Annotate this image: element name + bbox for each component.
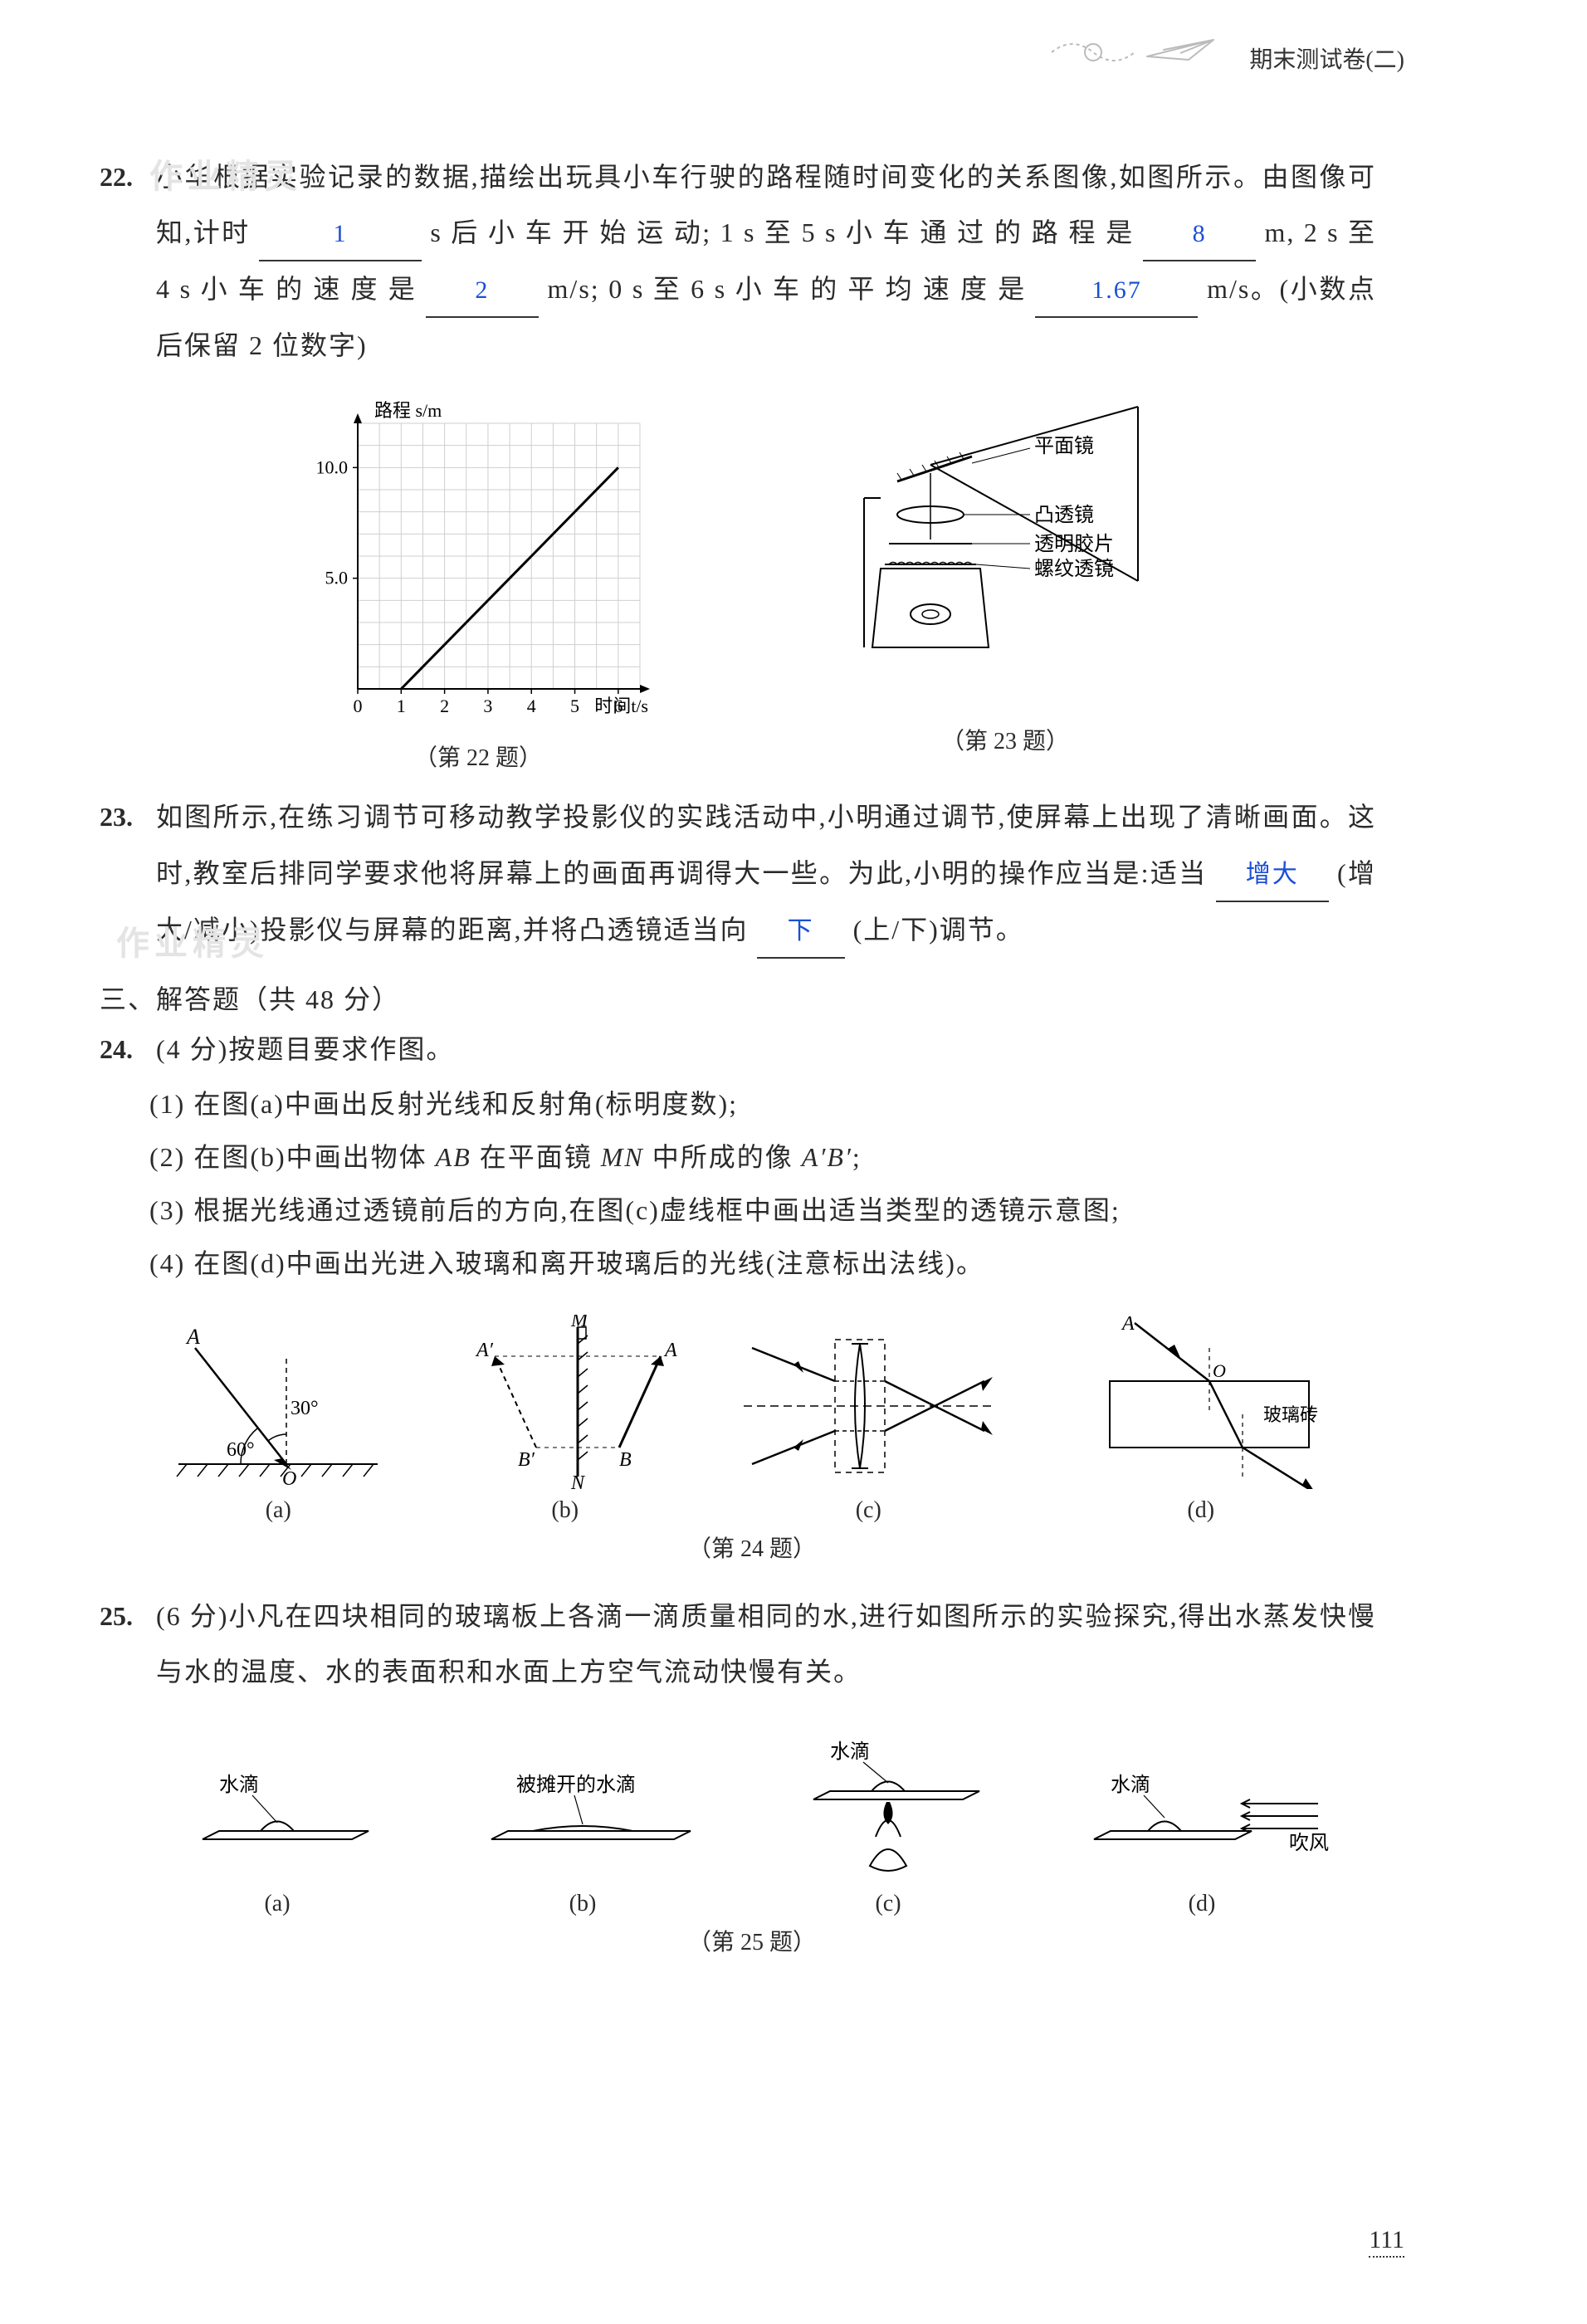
svg-text:4: 4 [527, 696, 536, 716]
q22-figure: 01234565.010.0路程 s/m时间t/s （第 22 题） [300, 398, 657, 773]
q25-number: 25. [100, 1589, 149, 1644]
q22-blank2: 8 [1143, 208, 1256, 261]
q25a-svg: 水滴 [169, 1766, 385, 1882]
q23-text-a: 如图所示,在练习调节可移动教学投影仪的实践活动中,小明通过调节,使屏幕上出现了清… [156, 802, 1376, 887]
label-film: 透明胶片 [1034, 533, 1114, 555]
label-mirror: 平面镜 [1034, 435, 1094, 457]
q22-caption: （第 22 题） [300, 740, 657, 773]
q24-caption: （第 24 题） [100, 1531, 1404, 1564]
q22-text-d: m/s; 0 s 至 6 s 小 车 的 平 均 速 度 是 [548, 274, 1027, 304]
q25b-svg: 被摊开的水滴 [458, 1766, 707, 1882]
q24a-A: A [185, 1325, 200, 1349]
q24d-glass: 玻璃砖 [1263, 1404, 1318, 1425]
question-25: 25. (6 分)小凡在四块相同的玻璃板上各滴一滴质量相同的水,进行如图所示的实… [100, 1589, 1404, 1700]
header-title: 期末测试卷(二) [1249, 42, 1404, 75]
q24a-O: O [282, 1468, 296, 1489]
q25a-label: 水滴 [219, 1774, 259, 1796]
section-3-title: 三、解答题（共 48 分） [100, 979, 1404, 1017]
q25-caption: （第 25 题） [100, 1924, 1404, 1957]
q24-sub-c: (c) [735, 1497, 1001, 1524]
q24b-Bp: B′ [518, 1449, 535, 1471]
q25-sub-b: (b) [458, 1891, 707, 1917]
q25-fig-d: 水滴 吹风 (d) [1069, 1766, 1335, 1917]
q24-fig-a: A 30° 60° O (a) [162, 1323, 394, 1524]
label-lens1: 凸透镜 [1034, 504, 1094, 526]
svg-text:路程 s/m: 路程 s/m [374, 400, 442, 421]
q22-number: 22. [100, 149, 149, 205]
q24a-60: 60° [227, 1439, 255, 1461]
q25-text: (6 分)小凡在四块相同的玻璃板上各滴一滴质量相同的水,进行如图所示的实验探究,… [156, 1589, 1376, 1700]
q24c-svg [735, 1323, 1001, 1489]
q25-fig-a: 水滴 (a) [169, 1766, 385, 1917]
q25b-label: 被摊开的水滴 [516, 1774, 636, 1796]
page: 期末测试卷(二) 作业精灵 作业精灵 22. 小华根据实验记录的数据,描绘出玩具… [0, 0, 1587, 2324]
q24-sub-a: (a) [162, 1497, 394, 1524]
q24b-svg: M N A B A′ B′ [453, 1315, 677, 1489]
q23-diagram-svg: 平面镜 凸透镜 透明胶片 螺纹透镜 [806, 398, 1204, 714]
q24a-svg: A 30° 60° O [162, 1323, 394, 1489]
figure-row-22-23: 01234565.010.0路程 s/m时间t/s （第 22 题） [100, 398, 1404, 773]
q24-sub-d: (d) [1060, 1497, 1342, 1524]
q24-fig-c: (c) [735, 1323, 1001, 1524]
svg-text:5: 5 [570, 696, 579, 716]
q25-figures: 水滴 (a) 被摊开的水滴 (b) 水滴 [133, 1733, 1371, 1917]
label-lens2: 螺纹透镜 [1034, 558, 1114, 580]
q24-sub-b: (b) [453, 1497, 677, 1524]
q24b-N: N [570, 1472, 586, 1489]
question-24: 24. (4 分)按题目要求作图。 [100, 1022, 1404, 1077]
q25c-label: 水滴 [830, 1741, 870, 1763]
q24-number: 24. [100, 1022, 149, 1077]
q25d-label2: 吹风 [1289, 1832, 1329, 1854]
q25-sub-a: (a) [169, 1891, 385, 1917]
q24d-O: O [1213, 1360, 1226, 1381]
q25d-svg: 水滴 吹风 [1069, 1766, 1335, 1882]
q22-text-b: s 后 小 车 开 始 运 动; 1 s 至 5 s 小 车 通 过 的 路 程… [430, 217, 1134, 247]
q24d-A: A [1121, 1315, 1135, 1335]
svg-text:5.0: 5.0 [325, 568, 349, 588]
q23-body: 如图所示,在练习调节可移动教学投影仪的实践活动中,小明通过调节,使屏幕上出现了清… [156, 789, 1376, 958]
q22-blank4: 1.67 [1035, 264, 1198, 318]
q24a-30: 30° [291, 1398, 319, 1419]
q24d-svg: 玻璃砖 A O [1060, 1315, 1342, 1489]
q23-number: 23. [100, 789, 149, 845]
q24b-A: A [663, 1340, 677, 1361]
svg-text:1: 1 [397, 696, 406, 716]
q23-text-c: (上/下)调节。 [853, 915, 1024, 945]
q25-fig-b: 被摊开的水滴 (b) [458, 1766, 707, 1917]
q24-item4: (4) 在图(d)中画出光进入玻璃和离开玻璃后的光线(注意标出法线)。 [149, 1237, 1404, 1290]
q24-figures: A 30° 60° O (a) [133, 1315, 1371, 1524]
q23-blank2: 下 [757, 905, 845, 959]
question-23: 23. 如图所示,在练习调节可移动教学投影仪的实践活动中,小明通过调节,使屏幕上… [100, 789, 1404, 958]
q23-blank1: 增大 [1216, 848, 1329, 902]
q24-item1: (1) 在图(a)中画出反射光线和反射角(标明度数); [149, 1077, 1404, 1130]
svg-text:10.0: 10.0 [316, 457, 349, 478]
q24-item2: (2) 在图(b)中画出物体 AB 在平面镜 MN 中所成的像 A′B′; [149, 1130, 1404, 1184]
svg-text:时间t/s: 时间t/s [594, 696, 648, 716]
q24b-Ap: A′ [475, 1340, 494, 1361]
q25d-label1: 水滴 [1111, 1774, 1150, 1796]
svg-text:3: 3 [483, 696, 492, 716]
svg-text:0: 0 [354, 696, 363, 716]
question-22: 22. 小华根据实验记录的数据,描绘出玩具小车行驶的路程随时间变化的关系图像,如… [100, 149, 1404, 374]
svg-text:2: 2 [440, 696, 449, 716]
q25-fig-c: 水滴 (c) [780, 1733, 996, 1917]
q23-figure: 平面镜 凸透镜 透明胶片 螺纹透镜 （第 23 题） [806, 398, 1204, 773]
q25-sub-c: (c) [780, 1891, 996, 1917]
q23-caption: （第 23 题） [806, 723, 1204, 756]
header-doodle-icon [1047, 32, 1230, 65]
q22-body: 小华根据实验记录的数据,描绘出玩具小车行驶的路程随时间变化的关系图像,如图所示。… [156, 149, 1376, 374]
q22-blank3: 2 [426, 264, 539, 318]
q22-blank1: 1 [259, 208, 422, 261]
page-number: 111 [1369, 2226, 1404, 2258]
q24-fig-d: 玻璃砖 A O (d) [1060, 1315, 1342, 1524]
q24-item3: (3) 根据光线通过透镜前后的方向,在图(c)虚线框中画出适当类型的透镜示意图; [149, 1184, 1404, 1237]
q24b-B: B [619, 1449, 632, 1471]
q24-fig-b: M N A B A′ B′ (b) [453, 1315, 677, 1524]
q22-chart-svg: 01234565.010.0路程 s/m时间t/s [300, 398, 657, 730]
q25c-svg: 水滴 [780, 1733, 996, 1882]
q24b-M: M [570, 1315, 589, 1331]
q24-points: (4 分)按题目要求作图。 [156, 1022, 1376, 1077]
q25-sub-d: (d) [1069, 1891, 1335, 1917]
